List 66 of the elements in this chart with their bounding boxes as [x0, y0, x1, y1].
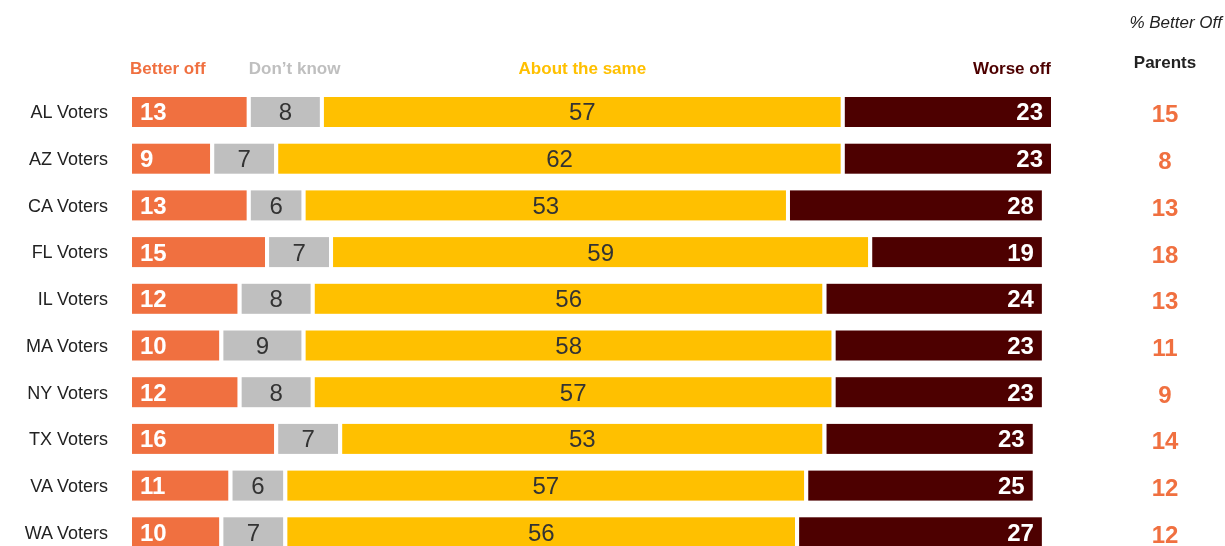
data-label: 6	[269, 191, 283, 219]
text: 15	[1151, 100, 1179, 128]
data-label: 62	[546, 145, 573, 173]
data-label: 59	[587, 238, 614, 266]
y-tick-label: MA Voters	[25, 335, 108, 356]
series-label: About the same	[518, 58, 647, 78]
data-label: 25	[998, 472, 1025, 499]
data-label: 12	[140, 285, 167, 313]
data-label: 58	[555, 331, 583, 359]
data-label: 13	[140, 191, 167, 219]
data-label: 9	[140, 145, 154, 173]
text: 14	[1151, 427, 1179, 455]
data-label: 57	[569, 98, 596, 126]
text: 12	[1151, 474, 1179, 501]
data-label: 12	[140, 378, 167, 406]
data-label: 11	[140, 472, 166, 499]
data-label: 23	[998, 425, 1025, 453]
data-label: 23	[1007, 331, 1034, 359]
data-label: 16	[140, 425, 167, 453]
data-label: 28	[1007, 191, 1034, 219]
y-tick-label: FL Voters	[31, 242, 108, 263]
data-label: 53	[532, 191, 560, 219]
text: 18	[1151, 240, 1179, 268]
data-label: 56	[555, 285, 583, 313]
data-label: 6	[251, 472, 265, 499]
data-label: 8	[269, 378, 283, 406]
data-label: 13	[140, 98, 167, 126]
data-label: 19	[1007, 238, 1034, 266]
series-label: Better off	[130, 58, 206, 78]
data-label: 24	[1007, 285, 1035, 313]
data-label: 7	[301, 425, 315, 453]
text: 13	[1151, 287, 1179, 315]
y-tick-label: AL Voters	[30, 102, 108, 123]
data-label: 56	[527, 518, 555, 546]
data-label: 7	[237, 145, 251, 173]
text: % Better Off	[1129, 12, 1225, 32]
data-label: 53	[569, 425, 596, 453]
data-label: 23	[1016, 98, 1043, 126]
text: Parents	[1133, 52, 1197, 72]
text: 8	[1158, 147, 1172, 175]
text: 9	[1158, 380, 1172, 408]
data-label: 27	[1007, 518, 1034, 546]
text: 13	[1151, 193, 1179, 221]
y-tick-label: VA Voters	[30, 475, 108, 496]
y-tick-label: NY Voters	[27, 382, 108, 403]
y-tick-label: CA Voters	[27, 195, 108, 216]
data-label: 57	[559, 378, 587, 406]
text: 12	[1151, 520, 1179, 546]
data-label: 7	[292, 238, 306, 266]
data-label: 10	[140, 518, 167, 546]
y-tick-label: WA Voters	[24, 522, 108, 543]
text: 11	[1152, 333, 1178, 361]
data-label: 23	[1007, 378, 1034, 406]
data-label: 23	[1016, 145, 1043, 173]
series-label: Don’t know	[248, 58, 342, 78]
data-label: 10	[140, 331, 167, 359]
y-tick-label: AZ Voters	[28, 149, 108, 169]
series-label: Worse off	[972, 58, 1052, 78]
data-label: 57	[532, 472, 560, 499]
y-tick-label: IL Voters	[37, 289, 108, 310]
data-label: 8	[269, 285, 283, 313]
data-label: 15	[140, 238, 167, 266]
data-label: 7	[246, 518, 261, 546]
data-label: 8	[278, 98, 293, 126]
data-label: 9	[255, 331, 270, 359]
y-tick-label: TX Voters	[28, 429, 108, 450]
